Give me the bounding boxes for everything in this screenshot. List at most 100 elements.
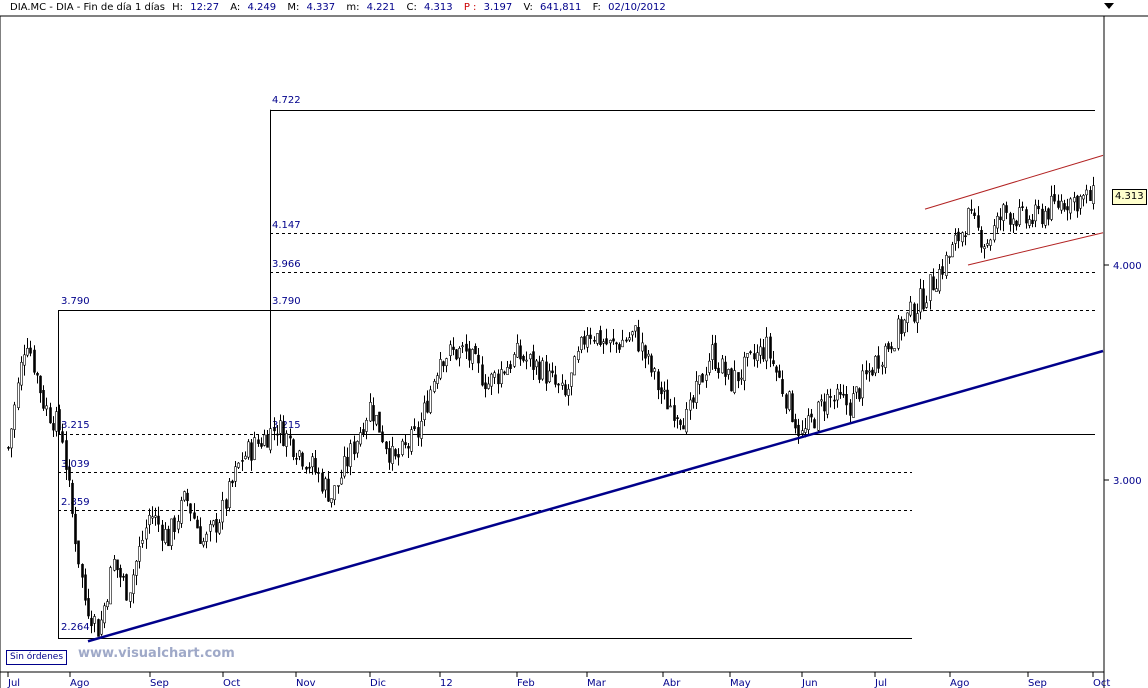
candle-body <box>493 372 496 378</box>
candle-body <box>477 354 480 364</box>
candle-body <box>97 619 100 637</box>
candle-body <box>938 269 941 292</box>
candle-body <box>205 533 208 542</box>
candle-body <box>305 466 308 470</box>
candle-body <box>727 369 730 375</box>
x-tick-label: Sep <box>1028 678 1047 688</box>
level-label: 2.859 <box>61 497 90 508</box>
candle-body <box>202 541 205 546</box>
y-tick-label: 3.000 <box>1113 476 1142 487</box>
candle-body <box>55 411 58 432</box>
candle-body <box>413 426 416 430</box>
candle-body <box>215 519 218 533</box>
candle-body <box>1037 205 1040 210</box>
candle-body <box>852 393 855 418</box>
candle-body <box>410 429 413 452</box>
candle-body <box>71 482 74 514</box>
candle-body <box>957 231 960 242</box>
candle-body <box>237 462 240 468</box>
candle-body <box>1092 185 1095 204</box>
level-label: 3.215 <box>61 420 90 431</box>
candle-body <box>615 342 618 345</box>
candle-body <box>218 522 221 534</box>
candle-body <box>42 390 45 409</box>
candle-body <box>900 319 903 334</box>
candle-body <box>487 383 490 389</box>
high-field: M: 4.337 <box>287 2 339 13</box>
candle-body <box>778 370 781 378</box>
candle-body <box>644 345 647 359</box>
x-tick-label: Ago <box>70 678 89 688</box>
level-label: 4.147 <box>272 220 301 231</box>
candle-body <box>81 564 84 578</box>
candle-body <box>618 344 621 350</box>
candle-body <box>61 431 64 443</box>
candle-body <box>781 379 784 395</box>
candle-body <box>1031 219 1034 224</box>
candle-body <box>589 334 592 339</box>
candle-body <box>276 433 279 436</box>
candle-body <box>525 359 528 362</box>
candle-body <box>817 401 820 431</box>
hour-field: H: 12:27 <box>172 2 223 13</box>
candle-body <box>951 244 954 258</box>
x-tick-label: Dic <box>370 678 386 688</box>
candle-body <box>433 381 436 392</box>
candle-body <box>1018 207 1021 225</box>
candle-body <box>29 347 32 354</box>
candle-body <box>756 352 759 361</box>
candle-body <box>503 371 506 374</box>
candle-body <box>177 520 180 530</box>
low-value: 4.221 <box>366 2 396 13</box>
candle-body <box>122 575 125 578</box>
candle-body <box>234 466 237 482</box>
candle-body <box>849 402 852 416</box>
candle-body <box>1069 198 1072 214</box>
support-trendline <box>87 349 1104 643</box>
candle-body <box>327 478 330 502</box>
candle-body <box>324 478 327 491</box>
candle-body <box>519 345 522 360</box>
candle-body <box>1015 220 1018 227</box>
candle-body <box>77 540 80 565</box>
candle-body <box>906 312 909 324</box>
candle-body <box>375 414 378 425</box>
candle-body <box>490 373 493 387</box>
panel-menu-icon[interactable] <box>1104 3 1114 9</box>
no-orders-button[interactable]: Sin órdenes <box>6 650 68 665</box>
candle-body <box>631 331 634 336</box>
candle-body <box>791 393 794 423</box>
candle-body <box>369 401 372 422</box>
level-label: 3.790 <box>272 296 301 307</box>
candle-body <box>266 434 269 448</box>
candle-body <box>586 335 589 348</box>
candle-body <box>730 368 733 392</box>
candle-body <box>605 338 608 345</box>
candle-body <box>74 513 77 545</box>
volume-key: V: <box>523 2 533 13</box>
candle-body <box>753 353 756 360</box>
candle-body <box>365 420 368 432</box>
candle-body <box>420 420 423 439</box>
candle-body <box>823 401 826 412</box>
candle-body <box>554 374 557 385</box>
candle-body <box>599 330 602 346</box>
candle-body <box>685 408 688 433</box>
candle-body <box>458 348 461 359</box>
candle-body <box>445 358 448 367</box>
level-label: 3.966 <box>272 259 301 270</box>
candle-body <box>154 515 157 518</box>
candle-body <box>84 574 87 601</box>
candle-body <box>68 466 71 481</box>
candle-body <box>634 325 637 332</box>
candle-body <box>1012 218 1015 225</box>
candle-body <box>647 353 650 357</box>
date-key: F: <box>592 2 601 13</box>
candlestick-series <box>7 176 1095 637</box>
candle-body <box>1009 213 1012 225</box>
candle-body <box>538 361 541 380</box>
candle-body <box>522 355 525 361</box>
candle-body <box>890 346 893 350</box>
candle-body <box>717 367 720 373</box>
candle-body <box>775 366 778 373</box>
